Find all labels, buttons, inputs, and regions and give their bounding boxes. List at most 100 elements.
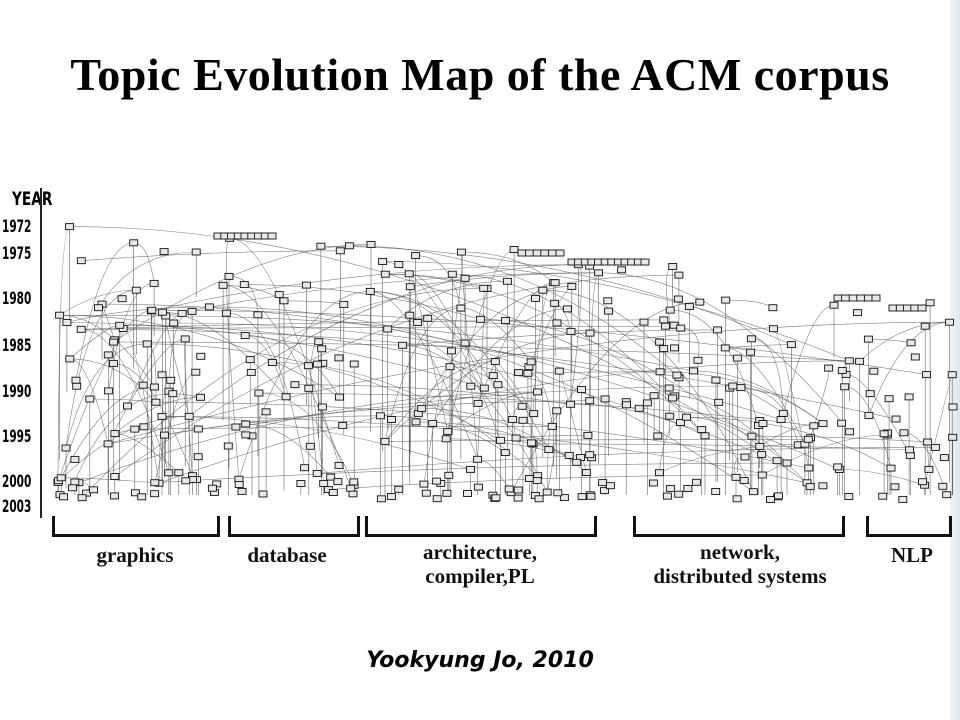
topic-node [139,423,149,431]
topic-link [245,335,287,397]
topic-node [196,352,206,360]
topic-node [713,326,723,334]
topic-node [884,395,894,403]
topic-node [160,431,169,439]
topic-node [115,321,125,329]
topic-link [81,319,664,330]
topic-node [334,354,344,362]
topic-node [158,308,167,316]
topic-node [443,428,453,436]
topic-link [114,274,679,477]
topic-node [518,416,528,424]
topic-link [258,392,814,427]
topic-node [187,307,197,315]
topic-node [674,490,684,498]
topic-node [290,381,300,389]
topic-node [942,491,952,499]
topic-node [62,319,72,326]
topic-node [879,430,889,438]
topic-link [81,329,897,420]
topic-link [510,301,700,493]
topic-node [221,309,231,317]
topic-node [829,301,839,309]
topic-node [421,489,431,497]
topic-node [501,317,510,325]
topic-link [480,319,760,447]
topic-node [300,464,310,472]
topic-link [235,385,733,428]
topic-node [888,304,898,312]
topic-node [245,356,255,364]
topic-node [517,249,527,257]
topic-node [193,425,203,433]
topic-node [508,416,518,423]
topic-link [387,328,485,389]
topic-node [533,388,542,396]
topic-node [59,493,69,501]
topic-node [405,283,415,291]
topic-node [70,478,80,486]
topic-link [151,264,579,312]
topic-node [328,489,338,496]
topic-node [553,489,563,497]
topic-node [676,324,686,332]
topic-node [137,493,147,501]
topic-node [848,294,858,302]
topic-node [665,484,675,492]
topic-node [204,303,214,311]
topic-link [161,416,471,470]
topic-node [496,436,505,444]
topic-node [296,480,306,487]
topic-link [320,245,792,345]
topic-node [150,479,160,487]
topic-link [119,325,762,455]
topic-node [766,496,775,503]
topic-node [755,442,765,450]
year-label-2003: 2003 [2,497,32,517]
topic-node [303,362,313,370]
topic-node [149,383,159,391]
topic-link [370,291,550,450]
topic-node [419,480,429,488]
topic-node [642,399,652,407]
topic-node [326,473,336,481]
topic-node [386,493,396,501]
topic-node [445,363,455,371]
topic-node [509,246,519,253]
topic-node [594,269,604,277]
topic-node [442,489,452,497]
topic-node [223,442,233,450]
topic-node [648,479,658,487]
topic-link [78,391,538,483]
topic-link [370,291,513,420]
topic-node [776,416,786,423]
topic-node [456,248,466,256]
topic-node [566,327,576,335]
topic-link [244,284,481,320]
topic-node [108,359,118,367]
topic-node [71,376,81,384]
topic-node [833,294,843,302]
topic-node [803,435,813,443]
topic-node [739,477,749,484]
topic-node [782,459,792,467]
topic-node [844,357,854,365]
topic-node [444,471,454,479]
topic-node [863,294,873,302]
topic-node [547,422,557,430]
topic-node [904,393,914,401]
topic-node [655,338,665,346]
topic-node [878,492,888,500]
topic-node [711,376,721,384]
topic-node [748,488,758,496]
topic-link [380,415,506,453]
topic-link [532,443,910,451]
topic-node [55,311,65,319]
topic-node [524,475,534,482]
topic-node [129,239,139,247]
topic-link [402,329,718,346]
bracket-network [633,516,845,537]
topic-node [899,429,909,437]
topic-link [410,272,599,287]
topic-node [151,398,161,406]
